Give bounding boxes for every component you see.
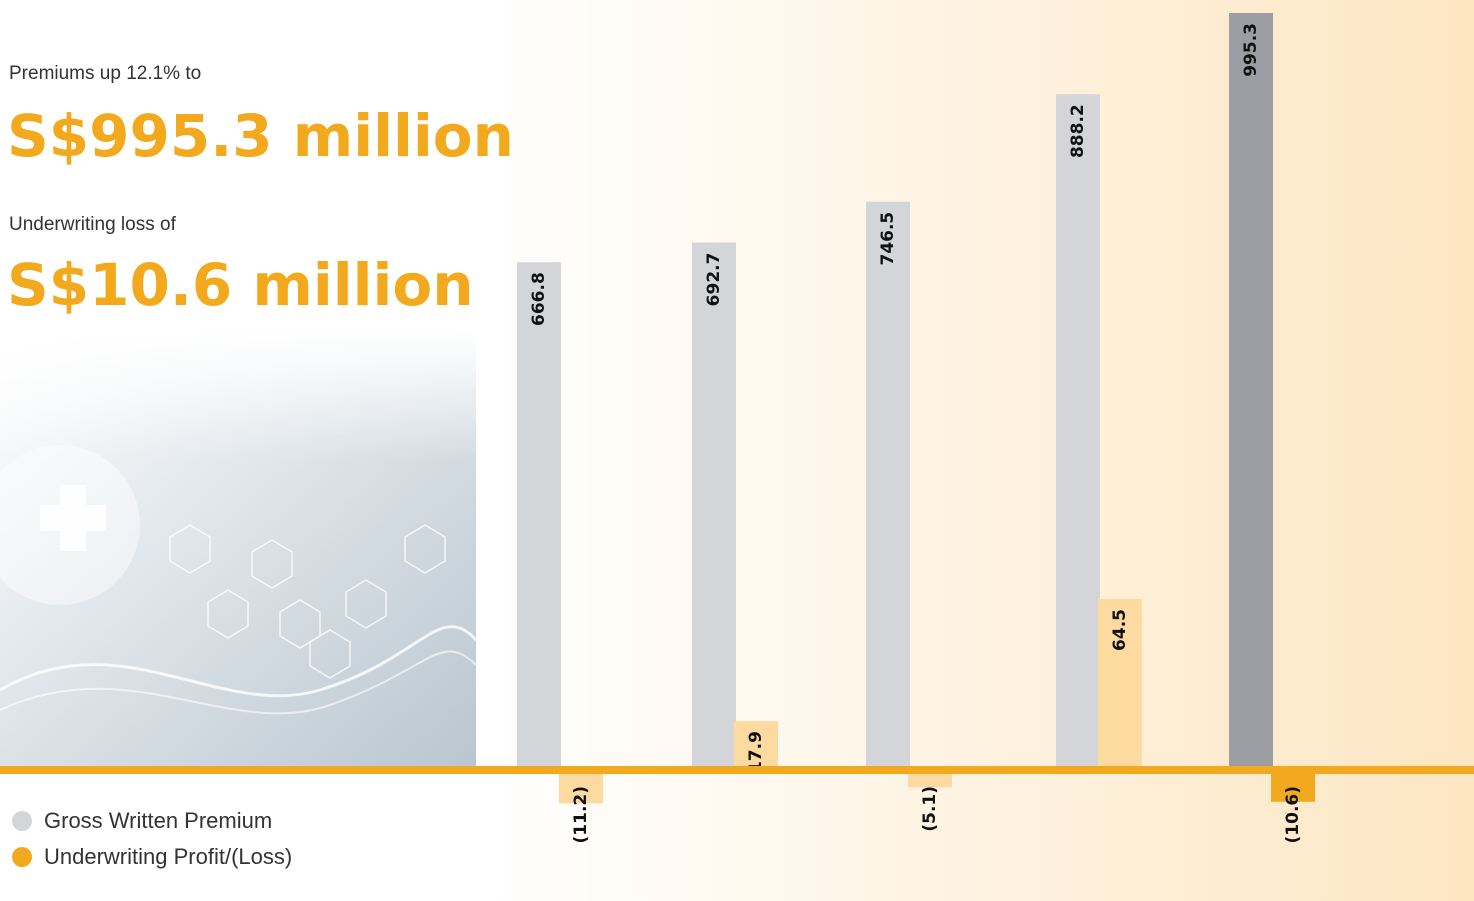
value-label: 17.9: [746, 731, 766, 773]
legend-swatch: [12, 847, 32, 867]
legend-label: Underwriting Profit/(Loss): [44, 844, 292, 869]
value-label: 746.5: [878, 212, 898, 266]
value-label: 666.8: [529, 272, 549, 326]
headline: S$10.6 million: [7, 251, 474, 319]
decorative-image: [0, 330, 478, 766]
subtitle: Premiums up 12.1% to: [9, 63, 201, 84]
value-label: 692.7: [704, 253, 724, 307]
headline: S$995.3 million: [7, 102, 514, 170]
bar: [517, 262, 561, 768]
value-label: (5.1): [920, 786, 940, 832]
legend-label: Gross Written Premium: [44, 808, 272, 833]
bar: [559, 774, 603, 804]
value-label: 64.5: [1110, 609, 1130, 651]
bar: [692, 242, 736, 768]
legend-swatch: [12, 811, 32, 831]
bar: [734, 721, 778, 768]
value-label: (10.6): [1283, 786, 1303, 843]
value-label: 888.2: [1068, 104, 1088, 158]
bar: [1098, 599, 1142, 768]
baseline: [0, 766, 1474, 774]
value-label: 995.3: [1241, 23, 1261, 77]
bar: [866, 201, 910, 769]
bar: [1229, 13, 1273, 768]
legend: Gross Written Premium Underwriting Profit…: [12, 808, 292, 869]
value-label: (11.2): [571, 786, 591, 843]
subtitle: Underwriting loss of: [9, 214, 177, 235]
bar: [908, 774, 952, 788]
bar: [1271, 774, 1315, 802]
bar: [1056, 94, 1100, 769]
